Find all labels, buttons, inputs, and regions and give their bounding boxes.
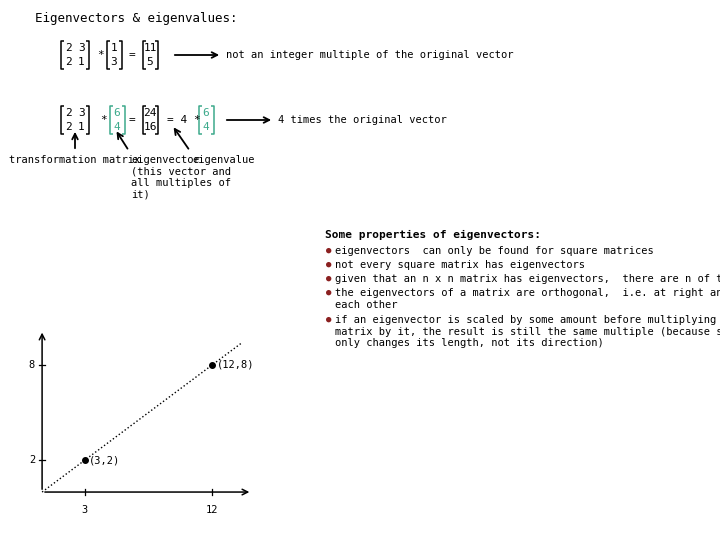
Text: 16: 16 (143, 122, 157, 132)
Text: eigenvector
(this vector and
all multiples of
it): eigenvector (this vector and all multipl… (131, 155, 231, 200)
Text: given that an n x n matrix has eigenvectors,  there are n of them: given that an n x n matrix has eigenvect… (335, 274, 720, 284)
Text: 1: 1 (111, 43, 117, 53)
Text: 4 times the original vector: 4 times the original vector (278, 115, 446, 125)
Text: 24: 24 (143, 108, 157, 118)
Text: 2: 2 (29, 455, 35, 465)
Text: 3: 3 (78, 108, 85, 118)
Text: if an eigenvector is scaled by some amount before multiplying the
matrix by it, : if an eigenvector is scaled by some amou… (335, 315, 720, 348)
Text: = 4 *: = 4 * (167, 115, 201, 125)
Text: the eigenvectors of a matrix are orthogonal,  i.e. at right angles to
each other: the eigenvectors of a matrix are orthogo… (335, 288, 720, 309)
Text: 4: 4 (114, 122, 120, 132)
Text: 2: 2 (65, 57, 72, 67)
Text: 8: 8 (29, 360, 35, 370)
Text: =: = (129, 115, 136, 125)
Text: 1: 1 (78, 122, 85, 132)
Text: eigenvalue: eigenvalue (192, 155, 254, 165)
Text: 2: 2 (65, 108, 72, 118)
Text: *: * (100, 115, 107, 125)
Text: 2: 2 (65, 43, 72, 53)
Text: Some properties of eigenvectors:: Some properties of eigenvectors: (325, 230, 541, 240)
Text: (3,2): (3,2) (89, 455, 120, 465)
Text: 12: 12 (206, 505, 219, 515)
Text: transformation matrix: transformation matrix (9, 155, 140, 165)
Text: (12,8): (12,8) (217, 360, 254, 370)
Text: 5: 5 (147, 57, 153, 67)
Text: ●: ● (326, 260, 331, 269)
Text: Eigenvectors & eigenvalues:: Eigenvectors & eigenvalues: (35, 12, 238, 25)
Text: ●: ● (326, 274, 331, 283)
Text: 6: 6 (202, 108, 210, 118)
Text: eigenvectors  can only be found for square matrices: eigenvectors can only be found for squar… (335, 246, 654, 256)
Text: ●: ● (326, 246, 331, 255)
Text: *: * (97, 50, 104, 60)
Text: 11: 11 (143, 43, 157, 53)
Text: 2: 2 (65, 122, 72, 132)
Text: ●: ● (326, 315, 331, 324)
Text: 3: 3 (111, 57, 117, 67)
Text: 3: 3 (81, 505, 88, 515)
Text: 3: 3 (78, 43, 85, 53)
Text: 1: 1 (78, 57, 85, 67)
Text: not every square matrix has eigenvectors: not every square matrix has eigenvectors (335, 260, 585, 270)
Text: 6: 6 (114, 108, 120, 118)
Text: ●: ● (326, 288, 331, 297)
Text: =: = (129, 50, 136, 60)
Text: not an integer multiple of the original vector: not an integer multiple of the original … (226, 50, 513, 60)
Text: 4: 4 (202, 122, 210, 132)
